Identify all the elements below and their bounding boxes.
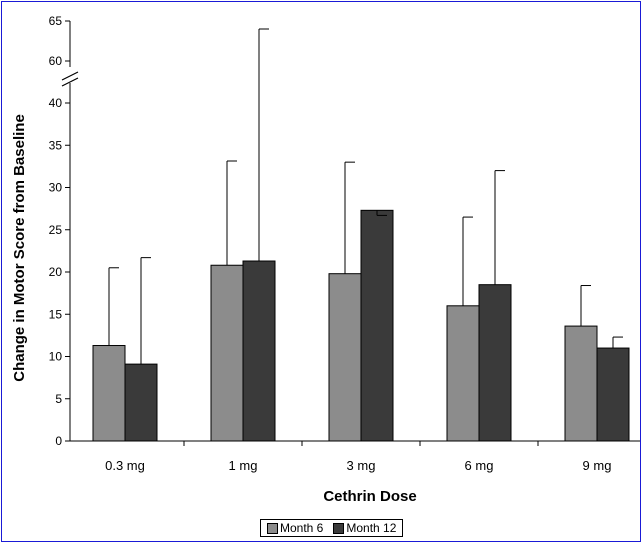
legend-item-month-6: Month 6 xyxy=(267,521,323,535)
legend-swatch-month-6 xyxy=(267,522,278,534)
legend: Month 6 Month 12 xyxy=(260,519,404,537)
y-tick-label: 30 xyxy=(49,181,63,195)
bar-month-6 xyxy=(446,305,480,442)
bars xyxy=(92,209,630,442)
legend-label-month-6: Month 6 xyxy=(280,521,324,535)
y-tick-label: 60 xyxy=(49,54,63,68)
bar-month-12 xyxy=(242,260,276,442)
axis-break-mark xyxy=(61,77,79,87)
axis-break-mark xyxy=(61,71,79,81)
legend-swatch-month-12 xyxy=(333,522,345,534)
y-tick-label: 65 xyxy=(49,14,63,28)
bar-month-6 xyxy=(328,273,362,442)
x-tick-label: 9 mg xyxy=(583,458,612,473)
bar-month-12 xyxy=(478,284,512,442)
legend-item-month-12: Month 12 xyxy=(333,521,396,535)
y-tick-label: 25 xyxy=(49,223,63,237)
y-tick-label: 10 xyxy=(49,350,63,364)
x-tick-label: 1 mg xyxy=(229,458,258,473)
y-tick-label: 35 xyxy=(49,138,63,152)
bar-month-12 xyxy=(124,363,158,442)
error-bars xyxy=(108,28,623,365)
tick-labels: 0 5 10 15 20 25 30 35 40 60 65 0.3 mg 1 mg 3 mg 6 mg 9 … xyxy=(49,14,612,473)
y-tick-label: 5 xyxy=(55,392,62,406)
x-axis-title: Cethrin Dose xyxy=(323,488,416,505)
bar-month-12 xyxy=(596,347,630,442)
y-tick-label: 20 xyxy=(49,265,63,279)
bar-month-6 xyxy=(92,345,126,442)
x-tick-label: 3 mg xyxy=(347,458,376,473)
legend-label-month-12: Month 12 xyxy=(346,521,397,535)
y-tick-label: 0 xyxy=(55,434,62,448)
bar-month-12 xyxy=(360,209,394,442)
bar-month-6 xyxy=(210,264,244,442)
x-tick-label: 0.3 mg xyxy=(105,458,145,473)
x-tick-label: 6 mg xyxy=(465,458,494,473)
bar-month-6 xyxy=(564,325,598,442)
y-axis-title: Change in Motor Score from Baseline xyxy=(11,114,28,382)
y-tick-label: 15 xyxy=(49,307,63,321)
y-tick-label: 40 xyxy=(49,96,63,110)
